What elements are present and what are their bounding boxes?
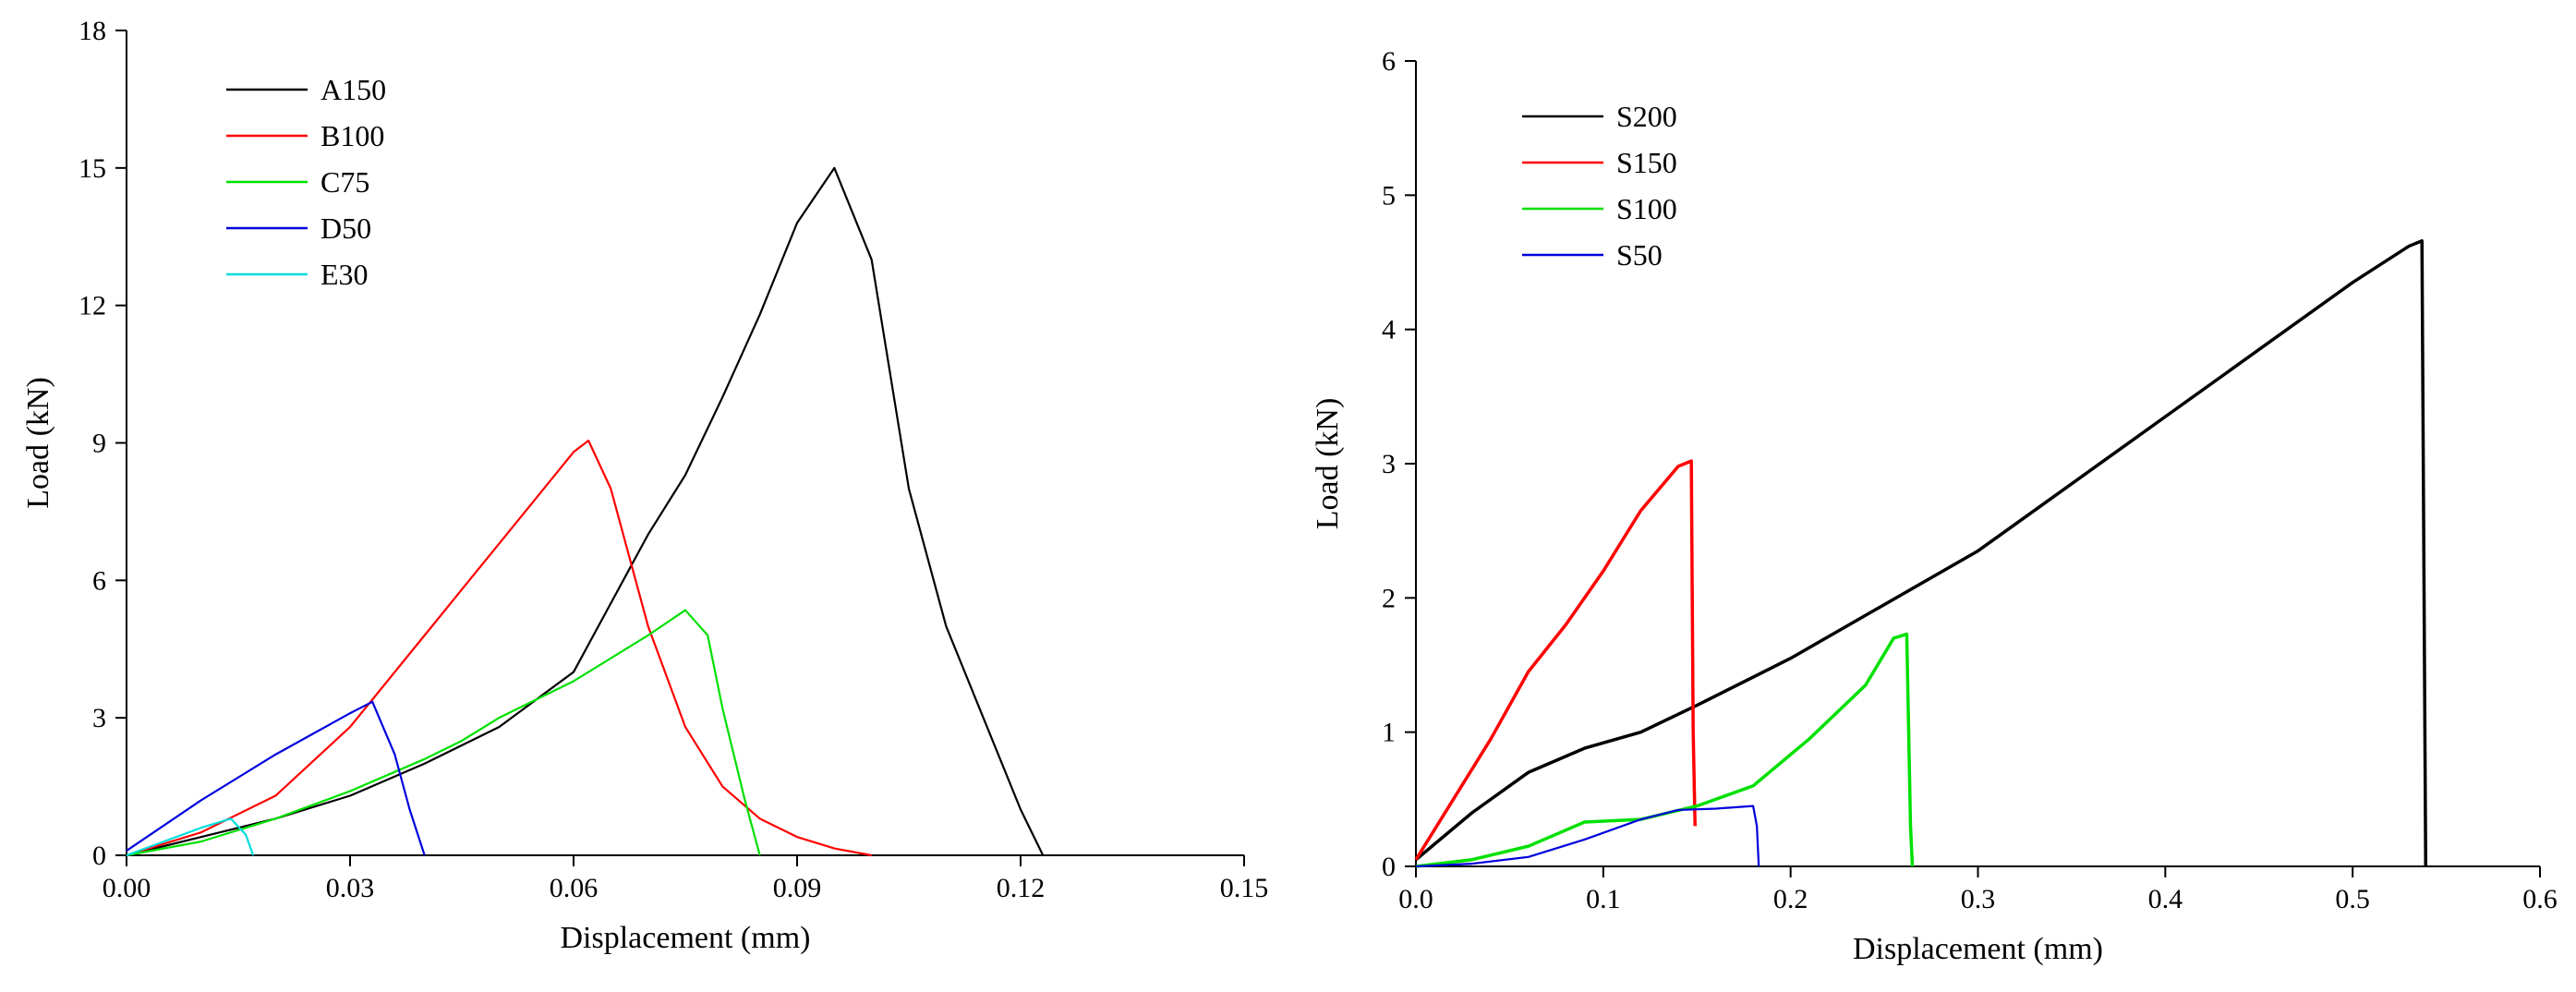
left-chart-x-tick-label: 0.06 bbox=[550, 873, 599, 903]
left-chart-legend: A150 B100 C75 D50 E30 bbox=[226, 73, 386, 291]
left-chart-y-tick-label: 9 bbox=[92, 429, 106, 459]
legend-label-s100: S100 bbox=[1616, 192, 1677, 225]
right-chart-y-tick-label: 5 bbox=[1382, 180, 1396, 211]
left-chart-x-axis-title: Displacement (mm) bbox=[561, 921, 811, 955]
left-chart-x-tick-label: 0.15 bbox=[1220, 873, 1269, 903]
left-chart: 0.00 0.03 0.06 0.09 0.12 0.15 0 3 6 9 12 15 18 Displa… bbox=[21, 16, 1268, 955]
right-chart-x-tick-label: 0.6 bbox=[2522, 884, 2558, 914]
left-chart-x-tick-label: 0.12 bbox=[997, 873, 1046, 903]
left-chart-series-a150 bbox=[126, 166, 1045, 857]
legend-label-d50: D50 bbox=[320, 212, 371, 245]
left-chart-y-tick-label: 0 bbox=[92, 841, 106, 871]
right-chart-y-axis-title: Load (kN) bbox=[1311, 398, 1345, 530]
right-chart-x-tick-label: 0.0 bbox=[1398, 884, 1433, 914]
left-chart-y-tick-label: 15 bbox=[79, 153, 106, 184]
right-chart-y-tick-label: 3 bbox=[1382, 449, 1396, 479]
right-chart-series-s200 bbox=[1414, 239, 2428, 867]
left-chart-x-tick-label: 0.00 bbox=[103, 873, 151, 903]
left-chart-y-tick-label: 6 bbox=[92, 565, 106, 596]
legend-label-c75: C75 bbox=[320, 165, 369, 199]
right-chart-y-tick-label: 2 bbox=[1382, 583, 1396, 613]
right-chart-x-tick-label: 0.1 bbox=[1586, 884, 1621, 914]
right-chart-y-tick-label: 0 bbox=[1382, 852, 1396, 882]
left-chart-y-tick-label: 12 bbox=[79, 291, 106, 321]
right-chart-y-tick-label: 6 bbox=[1382, 46, 1396, 77]
left-chart-x-tick-label: 0.03 bbox=[326, 873, 375, 903]
legend-label-s200: S200 bbox=[1616, 100, 1677, 133]
legend-label-a150: A150 bbox=[320, 73, 386, 106]
right-chart-y-tick-label: 1 bbox=[1382, 718, 1396, 748]
right-chart-legend: S200 S150 S100 S50 bbox=[1522, 100, 1677, 272]
legend-label-e30: E30 bbox=[320, 258, 369, 291]
right-chart-x-tick-label: 0.5 bbox=[2335, 884, 2370, 914]
right-chart-x-tick-label: 0.4 bbox=[2148, 884, 2183, 914]
right-chart-series-s50 bbox=[1415, 804, 1760, 868]
left-chart-series-e30 bbox=[126, 817, 255, 857]
left-chart-series-b100 bbox=[126, 439, 872, 857]
left-chart-y-axis-title: Load (kN) bbox=[21, 377, 55, 509]
left-chart-y-tick-label: 18 bbox=[79, 16, 106, 46]
right-chart-x-tick-label: 0.2 bbox=[1773, 884, 1808, 914]
legend-label-s50: S50 bbox=[1616, 238, 1663, 272]
left-chart-x-tick-label: 0.09 bbox=[773, 873, 822, 903]
left-chart-series-c75 bbox=[126, 609, 761, 857]
left-chart-series-d50 bbox=[126, 700, 426, 856]
right-chart-x-axis-title: Displacement (mm) bbox=[1853, 932, 2103, 966]
right-chart-x-tick-label: 0.3 bbox=[1961, 884, 1996, 914]
right-chart-y-tick-label: 4 bbox=[1382, 315, 1396, 345]
left-chart-y-tick-label: 3 bbox=[92, 703, 106, 733]
right-chart: 0.0 0.1 0.2 0.3 0.4 0.5 0.6 0 1 2 3 4 5 6 Displacement… bbox=[1311, 46, 2558, 966]
right-chart-series-s150 bbox=[1414, 459, 1697, 861]
legend-label-s150: S150 bbox=[1616, 146, 1677, 179]
right-chart-series-s100 bbox=[1415, 632, 1915, 868]
legend-label-b100: B100 bbox=[320, 119, 384, 152]
